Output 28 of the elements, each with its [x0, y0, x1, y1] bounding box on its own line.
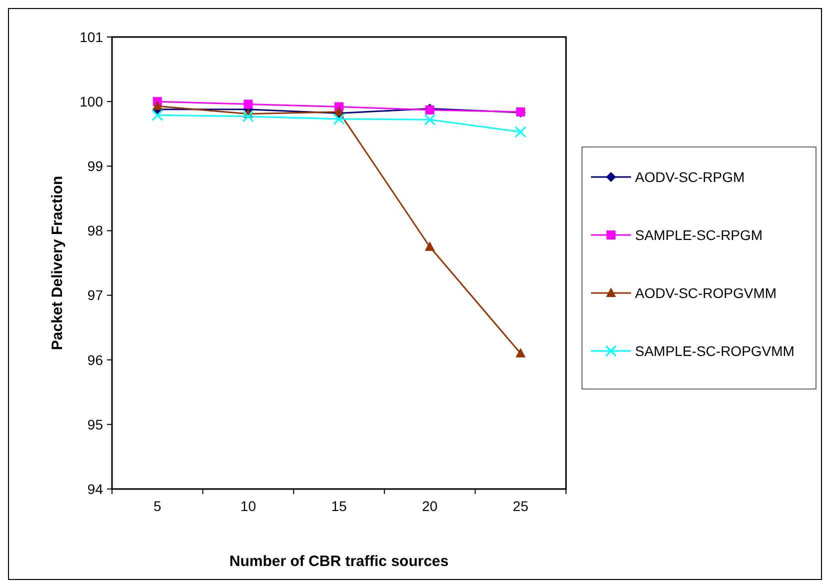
y-tick-label: 98: [87, 222, 104, 239]
x-tick-label: 15: [331, 498, 347, 514]
y-tick-label: 95: [87, 416, 104, 432]
x-tick-label: 10: [240, 498, 256, 514]
legend-label: SAMPLE-SC-ROPGVMM: [635, 342, 794, 359]
y-axis-title: Packet Delivery Fraction: [49, 176, 66, 350]
y-tick-label: 99: [87, 158, 104, 174]
legend-label: AODV-SC-RPGM: [635, 168, 745, 185]
x-tick-label: 25: [512, 498, 529, 514]
point: [424, 241, 435, 251]
point: [333, 113, 345, 125]
point: [514, 126, 526, 138]
y-tick-label: 97: [87, 287, 104, 304]
point: [242, 110, 254, 122]
point: [244, 100, 253, 109]
legend-label: AODV-SC-ROPGVMM: [635, 284, 777, 301]
y-tick-label: 94: [87, 480, 104, 497]
x-axis-title: Number of CBR traffic sources: [229, 553, 449, 570]
y-tick-label: 96: [87, 352, 104, 368]
point: [152, 100, 162, 110]
x-tick-label: 20: [422, 498, 438, 514]
y-tick-label: 100: [80, 93, 104, 110]
point: [424, 114, 436, 126]
x-tick-label: 5: [154, 498, 162, 514]
legend-label: SAMPLE-SC-RPGM: [635, 226, 763, 243]
point: [152, 109, 164, 121]
point: [516, 348, 526, 358]
y-tick-label: 101: [80, 28, 104, 45]
